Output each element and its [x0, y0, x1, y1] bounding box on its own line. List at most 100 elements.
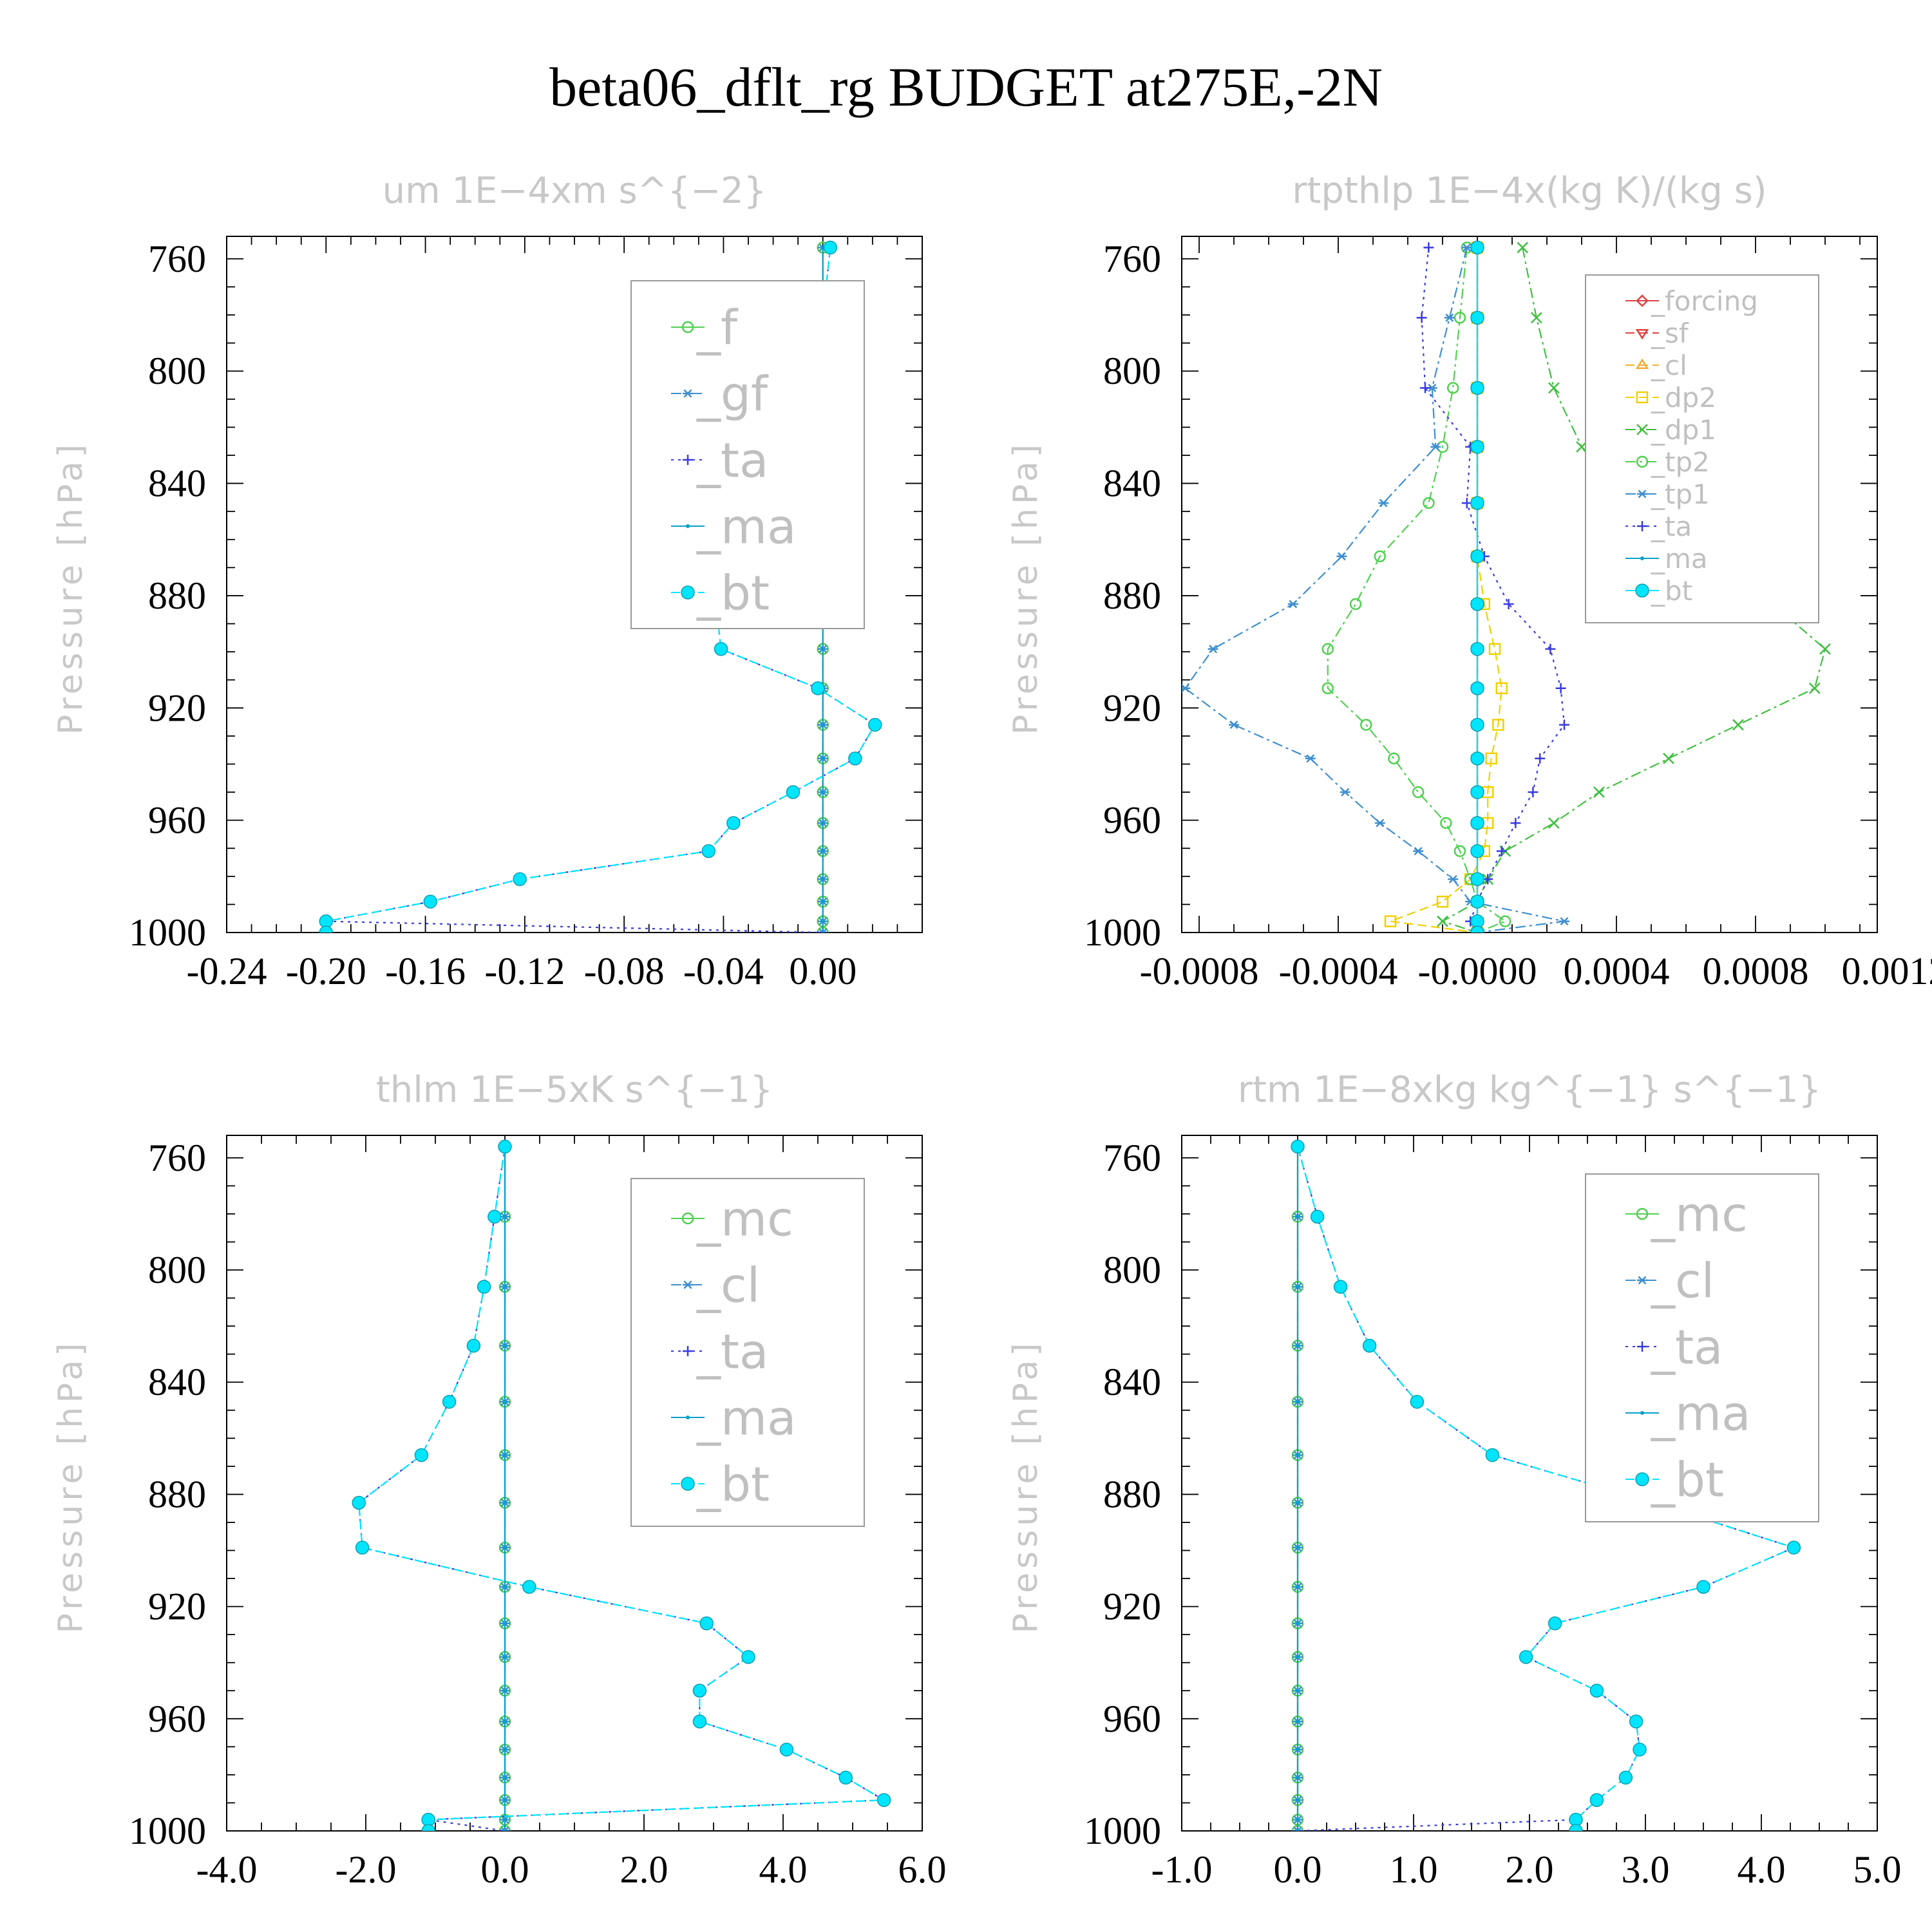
data-point-ma	[503, 1719, 507, 1724]
data-point-tp1	[1461, 243, 1472, 252]
data-point-ma	[1296, 1719, 1300, 1724]
data-point-bt	[1618, 1770, 1633, 1785]
data-point-ta	[1482, 874, 1493, 885]
data-point-tp1	[1340, 788, 1350, 797]
data-point-bt	[714, 642, 728, 656]
data-point-ma	[503, 1776, 507, 1780]
data-point-bt	[1548, 1616, 1562, 1631]
x-tick-label: -0.08	[584, 950, 665, 992]
data-point-bt	[442, 1394, 457, 1409]
data-point-ma	[503, 1546, 507, 1550]
data-point-bt	[823, 240, 838, 255]
data-point-tp1	[1430, 442, 1441, 451]
data-point-bt	[1470, 785, 1484, 799]
x-tick-label: -0.0000	[1418, 950, 1537, 992]
x-tick-label: -0.0004	[1279, 950, 1398, 992]
data-point-tp1	[1336, 552, 1347, 561]
data-point-bt	[1470, 752, 1484, 766]
data-point-ma	[503, 1655, 507, 1659]
legend-label: _ta	[696, 433, 768, 489]
y-tick-label: 760	[148, 1137, 206, 1179]
x-tick-label: 0.0008	[1703, 950, 1809, 992]
data-point-cl	[500, 1826, 510, 1831]
y-tick-label: 760	[148, 238, 206, 280]
data-point-bt	[1470, 440, 1484, 454]
legend-label: _cl	[1651, 1254, 1714, 1309]
data-point-bt	[421, 1824, 435, 1831]
x-tick-label: 0.00	[789, 950, 857, 992]
data-point-tp2	[1412, 786, 1425, 799]
legend-label: _sf	[1651, 317, 1689, 349]
legend-marker	[681, 1477, 695, 1491]
data-point-bt	[355, 1540, 370, 1555]
y-tick-label: 840	[148, 1361, 206, 1403]
data-point-ma	[820, 849, 825, 853]
legend-label: _gf	[696, 367, 769, 422]
y-tick-label: 800	[1103, 1249, 1161, 1291]
data-point-dp1	[1437, 915, 1448, 927]
x-tick-label: 0.0	[481, 1848, 529, 1891]
legend-box	[630, 1178, 865, 1527]
y-tick-label: 800	[148, 1249, 206, 1291]
data-point-ta	[1545, 643, 1556, 654]
legend-label: _ma	[1651, 543, 1708, 574]
legend-marker	[1637, 1341, 1647, 1352]
data-point-tp2	[1446, 382, 1459, 394]
y-tick-label: 1000	[1084, 1810, 1161, 1852]
data-point-bt	[1470, 816, 1484, 830]
data-point-tp2	[1321, 643, 1334, 656]
data-point-ma	[503, 1621, 507, 1625]
data-point-bt	[1470, 681, 1484, 696]
data-point-bt	[1310, 1209, 1325, 1224]
data-point-bt	[1470, 240, 1484, 255]
data-point-ma	[820, 723, 825, 727]
data-point-bt	[786, 785, 800, 799]
data-point-dp2	[1436, 895, 1449, 908]
plot-frame	[1181, 236, 1878, 933]
data-point-tp2	[1499, 915, 1511, 927]
legend-label: _mc	[696, 1192, 793, 1247]
y-tick-label: 880	[148, 574, 206, 617]
data-point-bt	[1786, 1540, 1801, 1555]
data-point-dp1	[1732, 719, 1744, 731]
data-point-ta	[1535, 753, 1546, 764]
y-tick-label: 880	[1103, 574, 1161, 617]
y-tick-label: 920	[1103, 1586, 1161, 1628]
data-point-tp1	[1287, 600, 1298, 609]
data-point-tp1	[1229, 720, 1239, 729]
data-point-tp2	[1388, 752, 1400, 764]
legend-label: _bt	[1651, 575, 1692, 607]
data-point-ma	[820, 877, 825, 882]
data-point-bt	[423, 895, 438, 909]
data-point-ma	[820, 821, 825, 826]
x-tick-label: -2.0	[336, 1848, 397, 1891]
data-point-ta	[1423, 242, 1434, 253]
data-point-bt	[1519, 1650, 1533, 1664]
legend-label: _ma	[1651, 1387, 1750, 1442]
x-tick-label: -0.20	[286, 950, 366, 992]
data-point-bt	[1470, 895, 1484, 909]
y-tick-label: 800	[1103, 350, 1161, 392]
data-point-tp1	[1444, 313, 1455, 322]
legend-marker	[1636, 294, 1649, 307]
y-tick-label: 840	[1103, 462, 1161, 505]
y-axis-label: Pressure [hPa]	[52, 440, 90, 735]
legend-label: _ma	[696, 500, 796, 555]
legend-marker	[1635, 358, 1649, 370]
x-tick-label: 5.0	[1853, 1848, 1902, 1891]
legend-marker	[683, 1346, 693, 1356]
data-point-bt	[1589, 1793, 1604, 1807]
data-point-ma	[820, 790, 825, 795]
data-point-bt	[1362, 1338, 1377, 1353]
data-point-ma	[820, 756, 825, 761]
plot-area	[352, 1139, 891, 1831]
data-point-ma	[1296, 1546, 1300, 1550]
data-point-bt	[692, 1714, 707, 1728]
legend-label: _bt	[1651, 1453, 1724, 1508]
data-point-tp1	[1208, 645, 1218, 654]
data-point-tp2	[1359, 719, 1372, 731]
legend: _f _gf _ta _ma _bt	[630, 280, 865, 629]
legend-marker	[683, 455, 693, 465]
panel-3: thlm 1E−5xK s^{−1} Pressure [hPa] 760 800 84…	[52, 1069, 947, 1891]
